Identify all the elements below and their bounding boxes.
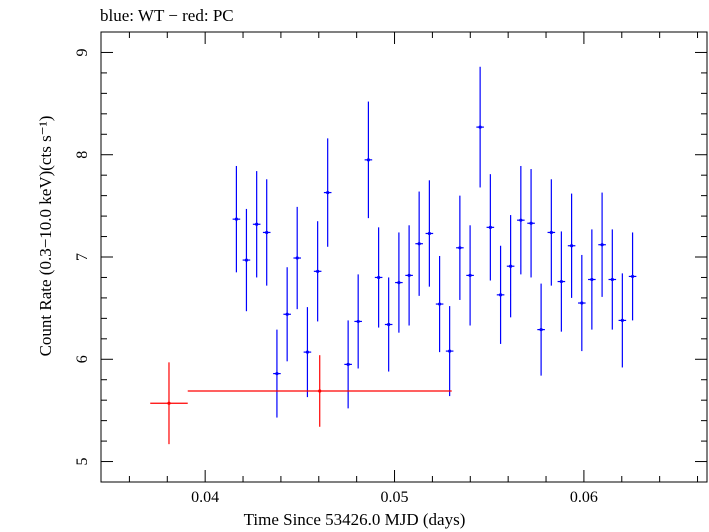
x-tick-label: 0.06 xyxy=(570,489,598,506)
data-marker xyxy=(468,273,472,278)
data-marker xyxy=(610,277,614,282)
data-marker xyxy=(167,401,171,405)
chart-title: blue: WT − red: PC xyxy=(100,6,234,25)
data-marker xyxy=(356,319,360,324)
data-point xyxy=(588,229,596,330)
data-point xyxy=(578,254,586,352)
data-marker xyxy=(234,217,239,221)
data-point xyxy=(506,215,515,318)
data-marker xyxy=(244,258,249,262)
data-point xyxy=(598,192,606,297)
data-point xyxy=(466,225,474,326)
data-point xyxy=(150,362,188,445)
data-point xyxy=(415,191,423,296)
data-marker xyxy=(519,218,523,222)
data-point xyxy=(374,227,383,328)
data-marker xyxy=(346,362,350,366)
data-point xyxy=(283,267,291,362)
data-point xyxy=(262,179,271,286)
data-point xyxy=(273,329,281,418)
data-point xyxy=(435,255,444,353)
data-marker xyxy=(265,230,269,235)
data-point xyxy=(567,193,576,298)
data-point xyxy=(608,229,617,330)
series-wt xyxy=(232,66,637,418)
data-marker xyxy=(498,293,503,297)
y-tick-label: 8 xyxy=(74,151,91,159)
data-point xyxy=(395,232,403,333)
data-marker xyxy=(630,274,635,279)
y-tick-label: 5 xyxy=(74,458,91,466)
data-point xyxy=(187,355,452,427)
data-point xyxy=(496,245,505,344)
data-marker xyxy=(407,273,411,278)
data-marker xyxy=(316,269,320,273)
data-point xyxy=(547,179,556,286)
data-marker xyxy=(427,231,431,236)
data-marker xyxy=(509,264,513,268)
data-point xyxy=(232,165,241,273)
data-point xyxy=(537,283,545,376)
data-marker xyxy=(417,242,421,246)
data-point xyxy=(517,165,525,275)
data-point xyxy=(456,195,464,300)
data-point xyxy=(364,101,373,219)
x-tick-label: 0.04 xyxy=(191,489,219,506)
data-marker xyxy=(326,190,330,195)
data-point xyxy=(405,225,413,326)
data-marker xyxy=(377,275,381,280)
data-marker xyxy=(529,221,533,225)
data-point xyxy=(628,232,637,321)
data-marker xyxy=(559,279,563,284)
data-marker xyxy=(539,328,543,332)
data-marker xyxy=(488,225,492,229)
data-point xyxy=(242,208,251,312)
y-tick-label: 6 xyxy=(74,355,91,363)
data-point xyxy=(384,277,393,372)
data-point xyxy=(425,180,434,287)
data-marker xyxy=(600,243,604,247)
data-point xyxy=(354,274,362,369)
y-tick-label: 7 xyxy=(74,253,91,261)
data-point xyxy=(252,171,261,278)
data-point xyxy=(527,169,535,278)
data-point xyxy=(557,231,566,332)
data-marker xyxy=(478,125,482,129)
data-series xyxy=(150,66,637,445)
series-pc xyxy=(150,355,452,445)
plot-frame xyxy=(100,31,708,483)
data-marker xyxy=(620,318,624,323)
data-point xyxy=(323,138,332,247)
data-marker xyxy=(275,371,279,376)
data-marker xyxy=(569,244,574,248)
x-tick-label: 0.05 xyxy=(381,489,409,506)
data-point xyxy=(476,66,484,188)
data-marker xyxy=(458,246,462,250)
axis-ticks: 0.04 0.05 0.06 5 6 7 8 9 xyxy=(74,31,707,506)
data-marker xyxy=(438,302,442,306)
data-point xyxy=(486,174,495,281)
data-point xyxy=(618,273,627,368)
data-marker xyxy=(295,256,299,260)
x-axis-label: Time Since 53426.0 MJD (days) xyxy=(243,510,466,529)
data-marker xyxy=(580,301,584,305)
data-point xyxy=(303,307,312,398)
y-axis-label: Count Rate (0.3−10.0 keV)(cts s⁻¹) xyxy=(36,115,55,357)
data-marker xyxy=(549,230,553,235)
data-marker xyxy=(366,158,370,162)
y-tick-label: 9 xyxy=(74,48,91,56)
data-point xyxy=(313,221,322,322)
data-point xyxy=(293,206,301,310)
data-marker xyxy=(305,350,310,354)
data-marker xyxy=(448,349,452,353)
data-point xyxy=(445,306,454,397)
data-marker xyxy=(590,277,594,282)
data-marker xyxy=(318,389,322,393)
data-marker xyxy=(255,222,259,226)
data-marker xyxy=(387,322,391,327)
data-marker xyxy=(285,312,289,316)
data-marker xyxy=(397,280,401,285)
data-point xyxy=(344,320,352,409)
